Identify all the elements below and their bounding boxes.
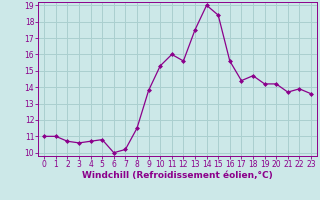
X-axis label: Windchill (Refroidissement éolien,°C): Windchill (Refroidissement éolien,°C) [82,171,273,180]
